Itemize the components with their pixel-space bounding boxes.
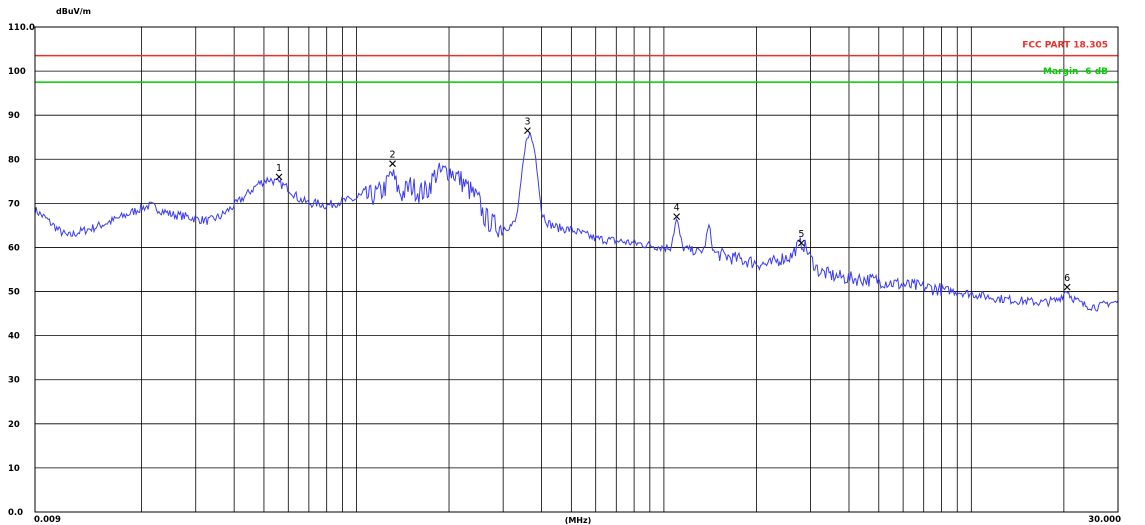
- limit-line-label: Margin -6 dB: [1043, 67, 1108, 77]
- y-tick-label: 30: [8, 376, 20, 386]
- peak-marker-label: 2: [390, 150, 396, 161]
- plot-frame: [34, 26, 1119, 513]
- axis-labels: dBuV/m (MHz) 0.0 10 20 30 40 50 60 70 80 90 100 110…: [8, 7, 1121, 525]
- peak-marker-cross: [389, 160, 396, 168]
- peak-marker-cross: [275, 173, 283, 181]
- peak-marker: 6: [1063, 273, 1071, 291]
- plot-area: [35, 27, 1118, 512]
- y-tick-label: 10: [8, 464, 20, 474]
- x-axis-unit-label: (MHz): [565, 516, 592, 525]
- peak-marker: 4: [673, 203, 681, 220]
- y-tick-label: 20: [8, 420, 20, 430]
- peak-marker: 1: [275, 163, 283, 181]
- y-tick-label: 110.0: [8, 23, 35, 33]
- y-axis-unit-label: dBuV/m: [56, 7, 91, 16]
- peak-marker: 3: [524, 117, 531, 135]
- peak-marker-cross: [1063, 283, 1071, 291]
- y-tick-label: 60: [8, 243, 20, 253]
- measurement-trace: [34, 131, 1119, 312]
- peak-marker-cross: [673, 213, 681, 220]
- y-tick-label: 80: [8, 155, 20, 165]
- y-tick-label: 100: [8, 67, 26, 77]
- peak-marker: 2: [389, 150, 396, 168]
- peak-marker-label: 1: [276, 163, 282, 174]
- limit-line-label: FCC PART 18.305: [1022, 41, 1108, 51]
- peak-marker-label: 5: [798, 229, 804, 240]
- y-tick-label: 70: [8, 199, 20, 209]
- peak-marker: 5: [797, 229, 805, 247]
- y-tick-label: 0.0: [8, 508, 23, 518]
- peak-marker-cross: [797, 239, 805, 247]
- x-tick-label: 0.009: [34, 515, 61, 525]
- markers-layer: 1 2 3 4 5 6: [275, 117, 1071, 291]
- peak-marker-label: 6: [1064, 273, 1070, 284]
- peak-marker-cross: [524, 127, 531, 135]
- y-tick-label: 40: [8, 332, 20, 342]
- limit-lines: FCC PART 18.305 Margin -6 dB: [35, 41, 1118, 83]
- y-tick-label: 50: [8, 288, 20, 298]
- x-tick-label: 30.000: [1088, 515, 1121, 525]
- y-tick-label: 90: [8, 111, 20, 121]
- peak-marker-label: 4: [674, 203, 680, 214]
- trace-layer: [34, 131, 1119, 312]
- peak-marker-label: 3: [524, 117, 530, 128]
